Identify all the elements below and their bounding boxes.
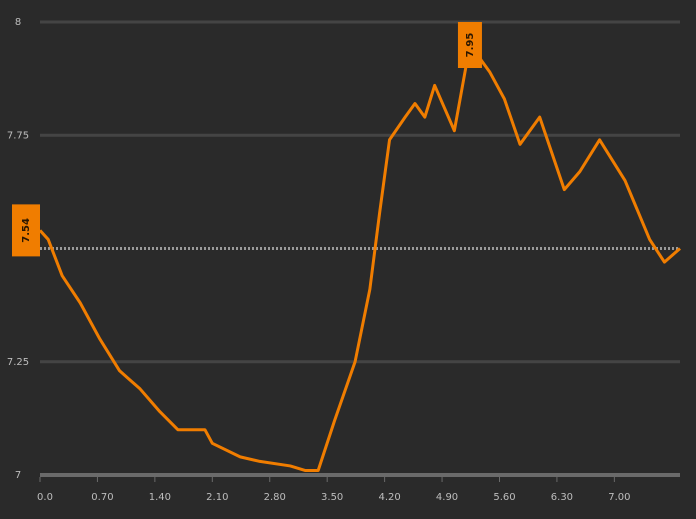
- x-tick-label: 4.20: [378, 492, 400, 503]
- annotation-badge: 7.95: [457, 22, 482, 68]
- line-series: [38, 43, 681, 472]
- x-tick-label: 3.50: [321, 492, 343, 503]
- x-tick-label: 0.0: [37, 492, 53, 503]
- y-tick-label: 8: [15, 17, 21, 28]
- x-tick-label: 5.60: [493, 492, 515, 503]
- x-tick-label: 7.00: [608, 492, 630, 503]
- badge: [12, 204, 40, 257]
- badge-label: 7.54: [21, 218, 32, 243]
- annotation-badge: 7.54: [12, 204, 40, 257]
- x-tick-label: 1.40: [149, 492, 171, 503]
- badge: [457, 22, 482, 68]
- y-tick-label: 7.75: [7, 130, 29, 141]
- y-tick-label: 7: [15, 470, 21, 481]
- x-tick-label: 2.10: [206, 492, 228, 503]
- badge-label: 7.95: [465, 33, 476, 58]
- x-tick-label: 6.30: [551, 492, 573, 503]
- x-tick-label: 0.70: [91, 492, 113, 503]
- x-tick-label: 2.80: [264, 492, 286, 503]
- y-tick-label: 7.25: [7, 357, 29, 368]
- x-tick-label: 4.90: [436, 492, 458, 503]
